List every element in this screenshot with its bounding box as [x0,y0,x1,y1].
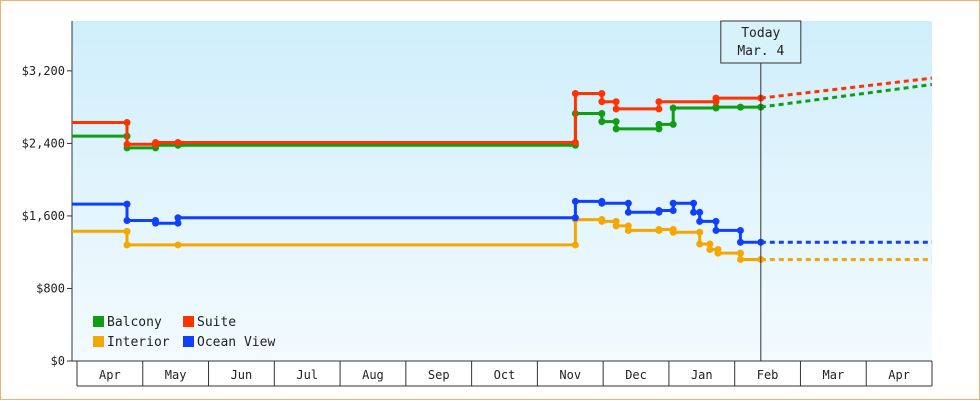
x-tick-label: Sep [428,368,450,382]
data-point [736,255,744,263]
data-point [571,138,579,146]
data-point [598,118,606,126]
data-point [624,208,632,216]
legend-label: Interior [107,335,170,350]
data-point [669,104,677,112]
data-point [736,103,744,111]
plot-area [72,21,932,361]
data-point [571,197,579,205]
legend-swatch [183,316,194,327]
data-point [696,208,704,216]
data-point [598,98,606,106]
y-tick-label: $1,600 [22,209,65,223]
x-tick-label: May [165,368,187,382]
today-label: Today [741,26,780,41]
x-tick-label: Oct [494,368,516,382]
data-point [669,228,677,236]
x-tick-label: Apr [99,368,121,382]
data-point [690,208,698,216]
data-point [571,214,579,222]
data-point [712,226,720,234]
data-point [152,138,160,146]
legend-swatch [183,336,194,347]
data-point [612,222,620,230]
data-point [571,90,579,98]
data-point [736,238,744,246]
data-point [174,241,182,249]
data-point [690,199,698,207]
y-tick-label: $2,400 [22,136,65,150]
data-point [123,119,131,127]
data-point [712,94,720,102]
data-point [612,105,620,113]
y-tick-label: $800 [36,281,65,295]
today-date: Mar. 4 [737,44,784,59]
data-point [598,217,606,225]
data-point [598,109,606,117]
x-tick-label: Jun [231,368,253,382]
data-point [712,217,720,225]
data-point [624,226,632,234]
data-point [655,98,663,106]
data-point [123,140,131,148]
data-point [571,241,579,249]
data-point [612,118,620,126]
data-point [712,103,720,111]
data-point [696,228,704,236]
legend-swatch [93,316,104,327]
data-point [598,90,606,98]
x-tick-label: Nov [559,368,581,382]
data-point [655,206,663,214]
data-point [123,216,131,224]
data-point [174,214,182,222]
data-point [123,227,131,235]
legend-label: Suite [197,315,236,330]
x-tick-label: Mar [823,368,845,382]
legend-swatch [93,336,104,347]
y-tick-label: $0 [51,354,65,368]
data-point [152,219,160,227]
x-tick-label: Dec [625,368,647,382]
data-point [123,200,131,208]
data-point [696,240,704,248]
today-box [720,20,802,64]
legend-label: Ocean View [197,335,275,350]
data-point [736,226,744,234]
data-point [598,199,606,207]
data-point [706,240,714,248]
data-point [706,245,714,253]
x-tick-label: Aug [362,368,384,382]
data-point [174,219,182,227]
data-point [655,226,663,234]
x-tick-label: Apr [888,368,910,382]
x-tick-label: Feb [757,368,779,382]
data-point [624,199,632,207]
data-point [174,138,182,146]
data-point [696,217,704,225]
data-point [123,241,131,249]
data-point [714,249,722,257]
y-tick-label: $3,200 [22,64,65,78]
data-point [669,120,677,128]
forecast-line-suite [760,76,933,100]
x-tick-label: Jan [691,368,713,382]
data-point [669,206,677,214]
forecast-line-balcony [760,83,933,109]
data-point [655,120,663,128]
data-point [736,249,744,257]
data-point [655,105,663,113]
data-point [612,98,620,106]
x-tick-label: Jul [296,368,318,382]
data-point [612,125,620,133]
legend-label: Balcony [107,315,162,330]
data-point [669,199,677,207]
